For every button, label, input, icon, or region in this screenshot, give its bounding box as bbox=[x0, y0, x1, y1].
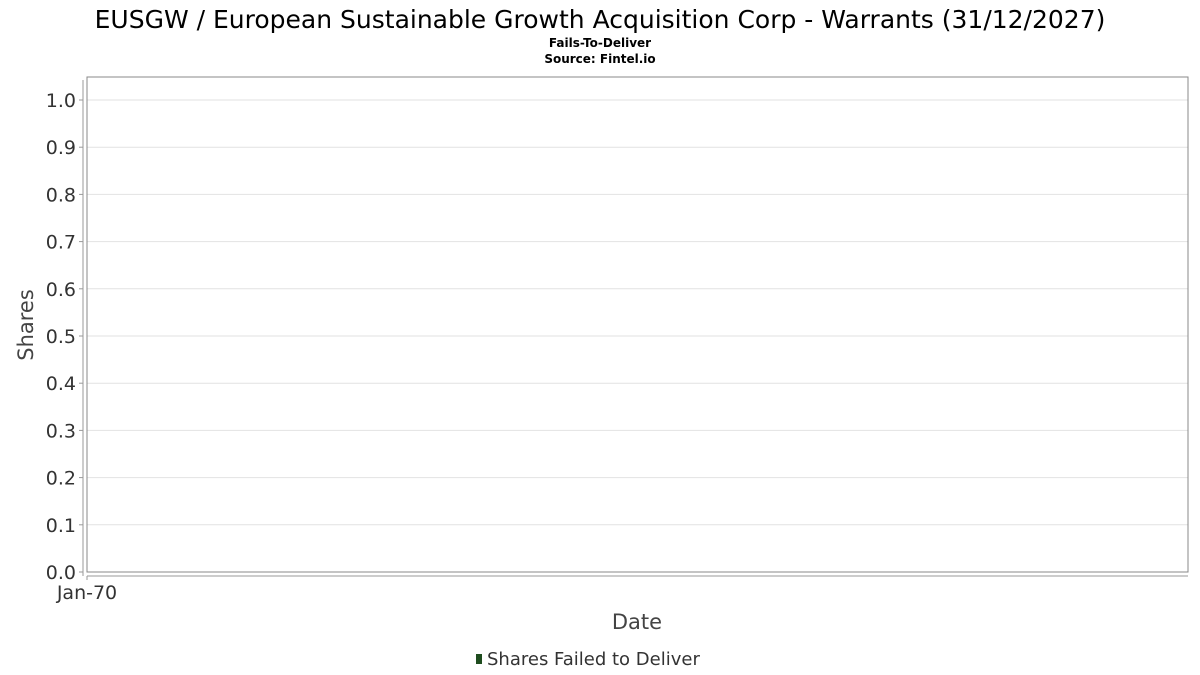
y-tick-label: 0.0 bbox=[46, 562, 76, 584]
y-tick-label: 0.9 bbox=[46, 137, 76, 159]
y-tick-label: 0.1 bbox=[46, 515, 76, 537]
chart-title: EUSGW / European Sustainable Growth Acqu… bbox=[95, 5, 1106, 34]
x-axis-label: Date bbox=[612, 610, 662, 634]
plot-area-border bbox=[86, 76, 1189, 573]
legend-swatch bbox=[476, 654, 482, 664]
y-axis-label: Shares bbox=[14, 289, 38, 361]
legend-label: Shares Failed to Deliver bbox=[487, 649, 700, 670]
x-axis-ticks: Jan-70 bbox=[56, 576, 117, 604]
y-axis-ticks: 0.0 0.1 0.2 0.3 0.4 0.5 0.6 0.7 0.8 0.9 1.0 bbox=[46, 90, 83, 584]
chart-subtitle-2: Source: Fintel.io bbox=[544, 52, 655, 66]
y-tick-label: 0.8 bbox=[46, 184, 76, 206]
y-tick-label: 0.5 bbox=[46, 326, 76, 348]
gridlines bbox=[87, 99, 1188, 526]
chart-subtitle-1: Fails-To-Deliver bbox=[549, 36, 651, 50]
y-tick-label: 0.7 bbox=[46, 232, 76, 254]
y-tick-label: 0.3 bbox=[46, 420, 76, 442]
y-tick-label: 0.6 bbox=[46, 279, 76, 301]
y-tick-label: 1.0 bbox=[46, 90, 76, 112]
y-tick-label: 0.4 bbox=[46, 373, 76, 395]
x-tick-label: Jan-70 bbox=[56, 582, 117, 604]
y-tick-label: 0.2 bbox=[46, 468, 76, 490]
